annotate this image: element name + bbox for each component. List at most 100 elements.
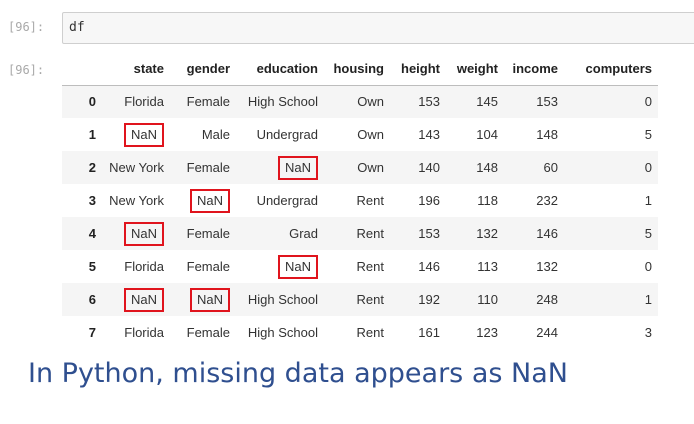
table-cell: New York xyxy=(109,193,164,208)
table-cell: NaN xyxy=(236,151,324,184)
nan-highlight-box: NaN xyxy=(277,155,318,180)
table-cell: NaN xyxy=(102,283,170,316)
row-index: 1 xyxy=(88,127,96,142)
table-cell: Female xyxy=(186,259,230,274)
table-cell: High School xyxy=(247,292,318,307)
table-cell: Male xyxy=(201,127,230,142)
nan-highlight-box: NaN xyxy=(123,287,164,312)
table-cell: 145 xyxy=(476,94,498,110)
row-index: 3 xyxy=(88,193,96,208)
table-cell: Female xyxy=(186,226,230,241)
table-cell: 5 xyxy=(644,127,652,142)
table-cell: 0 xyxy=(644,160,652,175)
nan-highlight-box: NaN xyxy=(189,188,230,213)
table-row: 5 Florida Female NaN Rent 146 113 132 0 xyxy=(62,250,658,283)
column-header: housing xyxy=(324,52,390,86)
table-cell: Undergrad xyxy=(256,193,318,208)
code-input-cell[interactable]: df xyxy=(62,12,694,44)
table-cell: 146 xyxy=(418,259,440,274)
row-index: 2 xyxy=(88,160,96,175)
table-cell: Rent xyxy=(356,193,384,208)
table-cell: Undergrad xyxy=(256,127,318,142)
table-cell: 0 xyxy=(644,259,652,274)
table-row: 6 NaN NaN High School Rent 192 110 248 1 xyxy=(62,283,658,316)
table-cell: 60 xyxy=(543,160,558,175)
table-cell: Own xyxy=(357,127,384,142)
table-cell: New York xyxy=(109,160,164,175)
table-cell: 148 xyxy=(536,127,558,142)
table-cell: Florida xyxy=(124,325,164,340)
table-cell: Florida xyxy=(124,259,164,274)
table-cell: 132 xyxy=(536,259,558,274)
table-body: 0 Florida Female High School Own 153 145 153 0 1 N… xyxy=(62,85,658,342)
column-header: computers xyxy=(564,52,658,86)
table-cell: 113 xyxy=(477,259,498,274)
table-cell: 1 xyxy=(644,292,652,307)
table-cell: 104 xyxy=(476,127,498,142)
table-row: 0 Florida Female High School Own 153 145 153 0 xyxy=(62,85,658,118)
nan-highlight-box: NaN xyxy=(189,287,230,312)
table-cell: 232 xyxy=(536,193,558,208)
column-header: education xyxy=(236,52,324,86)
column-header: height xyxy=(390,52,446,86)
table-cell: Female xyxy=(186,325,230,340)
table-cell: Own xyxy=(357,160,384,175)
column-header: gender xyxy=(170,52,236,86)
table-cell: NaN xyxy=(102,118,170,151)
table-row: 4 NaN Female Grad Rent 153 132 146 5 xyxy=(62,217,658,250)
table-cell: Own xyxy=(357,94,384,110)
table-cell: 146 xyxy=(536,226,558,241)
table-cell: 196 xyxy=(418,193,440,208)
output-prompt: [96]: xyxy=(8,63,45,77)
table-row: 1 NaN Male Undergrad Own 143 104 148 5 xyxy=(62,118,658,151)
table-cell: Grad xyxy=(289,226,318,241)
table-cell: NaN xyxy=(236,250,324,283)
table-cell: Female xyxy=(186,94,230,110)
row-index: 7 xyxy=(88,325,96,340)
column-header: weight xyxy=(446,52,504,86)
input-prompt: [96]: xyxy=(8,20,45,34)
output-area: state gender education housing height we… xyxy=(62,52,694,342)
row-index: 4 xyxy=(88,226,96,241)
table-cell: 123 xyxy=(476,325,498,340)
table-cell: Rent xyxy=(356,325,384,340)
table-cell: 192 xyxy=(418,292,440,307)
code-text: df xyxy=(69,20,85,35)
table-cell: NaN xyxy=(170,184,236,217)
table-cell: 153 xyxy=(536,94,558,110)
table-cell: 5 xyxy=(644,226,652,241)
row-index: 5 xyxy=(88,259,96,274)
nan-highlight-box: NaN xyxy=(123,221,164,246)
table-cell: 110 xyxy=(477,292,498,307)
table-cell: High School xyxy=(247,94,318,110)
row-index: 6 xyxy=(88,292,96,307)
caption: In Python, missing data appears as NaN xyxy=(28,358,568,389)
table-row: 3 New York NaN Undergrad Rent 196 118 232 1 xyxy=(62,184,658,217)
header-row: state gender education housing height we… xyxy=(62,52,658,86)
table-cell: NaN xyxy=(170,283,236,316)
dataframe-table: state gender education housing height we… xyxy=(62,52,658,342)
table-row: 7 Florida Female High School Rent 161 123 244 3 xyxy=(62,316,658,342)
table-cell: Rent xyxy=(356,259,384,274)
table-cell: 0 xyxy=(644,94,652,110)
table-cell: 143 xyxy=(418,127,440,142)
table-cell: 248 xyxy=(536,292,558,307)
table-cell: Female xyxy=(186,160,230,175)
table-cell: 118 xyxy=(477,193,498,208)
table-cell: 153 xyxy=(418,226,440,241)
table-cell: 161 xyxy=(418,325,440,340)
row-index: 0 xyxy=(88,94,96,110)
table-cell: 153 xyxy=(418,94,440,110)
table-cell: 3 xyxy=(644,325,652,340)
table-cell: High School xyxy=(247,325,318,340)
table-cell: 1 xyxy=(644,193,652,208)
nan-highlight-box: NaN xyxy=(277,254,318,279)
table-cell: Florida xyxy=(124,94,164,110)
nan-highlight-box: NaN xyxy=(123,122,164,147)
index-header xyxy=(62,52,102,86)
table-row: 2 New York Female NaN Own 140 148 60 0 xyxy=(62,151,658,184)
table-cell: Rent xyxy=(356,292,384,307)
table-cell: 148 xyxy=(476,160,498,175)
table-cell: Rent xyxy=(356,226,384,241)
column-header: state xyxy=(102,52,170,86)
